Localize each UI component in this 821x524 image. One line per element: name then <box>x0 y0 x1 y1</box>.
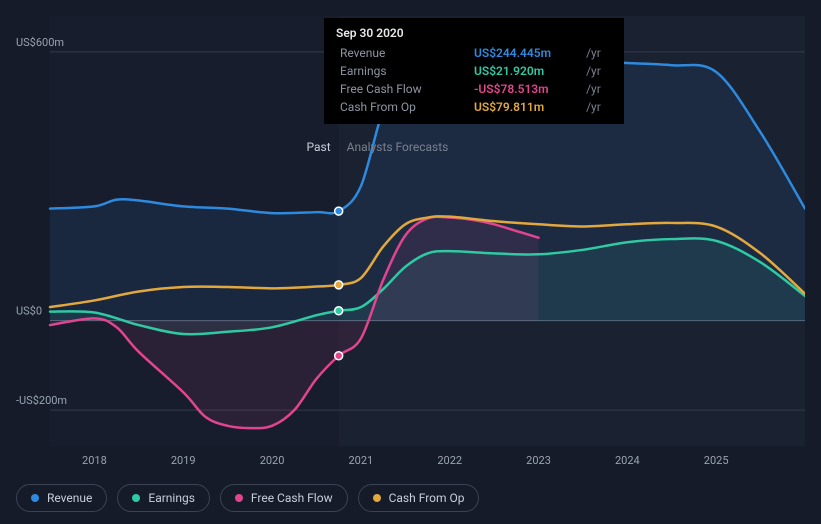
cfo-hover-marker <box>335 281 343 289</box>
chart-tooltip: Sep 30 2020 RevenueUS$244.445m/yrEarning… <box>324 18 624 124</box>
legend-label: Cash From Op <box>389 491 465 505</box>
tooltip-series-label: Free Cash Flow <box>336 80 470 98</box>
tooltip-unit: /yr <box>582 80 612 98</box>
legend-label: Earnings <box>148 491 195 505</box>
legend-item-earnings[interactable]: Earnings <box>117 484 210 512</box>
x-axis-label: 2023 <box>526 454 551 467</box>
x-axis-label: 2025 <box>704 454 729 467</box>
tooltip-row: Free Cash Flow-US$78.513m/yr <box>336 80 612 98</box>
x-axis-label: 2022 <box>437 454 462 467</box>
x-axis-label: 2024 <box>615 454 640 467</box>
tooltip-unit: /yr <box>582 98 612 116</box>
revenue-hover-marker <box>335 207 343 215</box>
legend-item-revenue[interactable]: Revenue <box>16 484 107 512</box>
tooltip-value: -US$78.513m <box>470 80 582 98</box>
past-label: Past <box>307 140 331 154</box>
forecast-label: Analysts Forecasts <box>347 140 449 154</box>
tooltip-value: US$79.811m <box>470 98 582 116</box>
tooltip-row: RevenueUS$244.445m/yr <box>336 44 612 62</box>
legend-dot-icon <box>132 494 140 502</box>
tooltip-unit: /yr <box>582 44 612 62</box>
x-axis-label: 2020 <box>260 454 285 467</box>
tooltip-value: US$244.445m <box>470 44 582 62</box>
tooltip-table: RevenueUS$244.445m/yrEarningsUS$21.920m/… <box>336 44 612 116</box>
y-axis-label: -US$200m <box>16 394 67 407</box>
legend-item-cfo[interactable]: Cash From Op <box>358 484 480 512</box>
y-axis-label: US$600m <box>16 36 64 49</box>
tooltip-title: Sep 30 2020 <box>336 26 612 40</box>
tooltip-series-label: Revenue <box>336 44 470 62</box>
legend-item-fcf[interactable]: Free Cash Flow <box>220 484 348 512</box>
chart-legend: Revenue Earnings Free Cash Flow Cash From O… <box>16 484 479 512</box>
tooltip-unit: /yr <box>582 62 612 80</box>
tooltip-series-label: Cash From Op <box>336 98 470 116</box>
x-axis-label: 2021 <box>349 454 374 467</box>
x-axis-label: 2018 <box>82 454 107 467</box>
y-axis-label: US$0 <box>16 305 42 318</box>
tooltip-series-label: Earnings <box>336 62 470 80</box>
earnings-hover-marker <box>335 307 343 315</box>
legend-dot-icon <box>31 494 39 502</box>
tooltip-row: EarningsUS$21.920m/yr <box>336 62 612 80</box>
x-axis-label: 2019 <box>171 454 196 467</box>
legend-dot-icon <box>373 494 381 502</box>
legend-dot-icon <box>235 494 243 502</box>
legend-label: Free Cash Flow <box>251 491 333 505</box>
tooltip-value: US$21.920m <box>470 62 582 80</box>
legend-label: Revenue <box>47 491 92 505</box>
fcf-hover-marker <box>335 352 343 360</box>
tooltip-row: Cash From OpUS$79.811m/yr <box>336 98 612 116</box>
